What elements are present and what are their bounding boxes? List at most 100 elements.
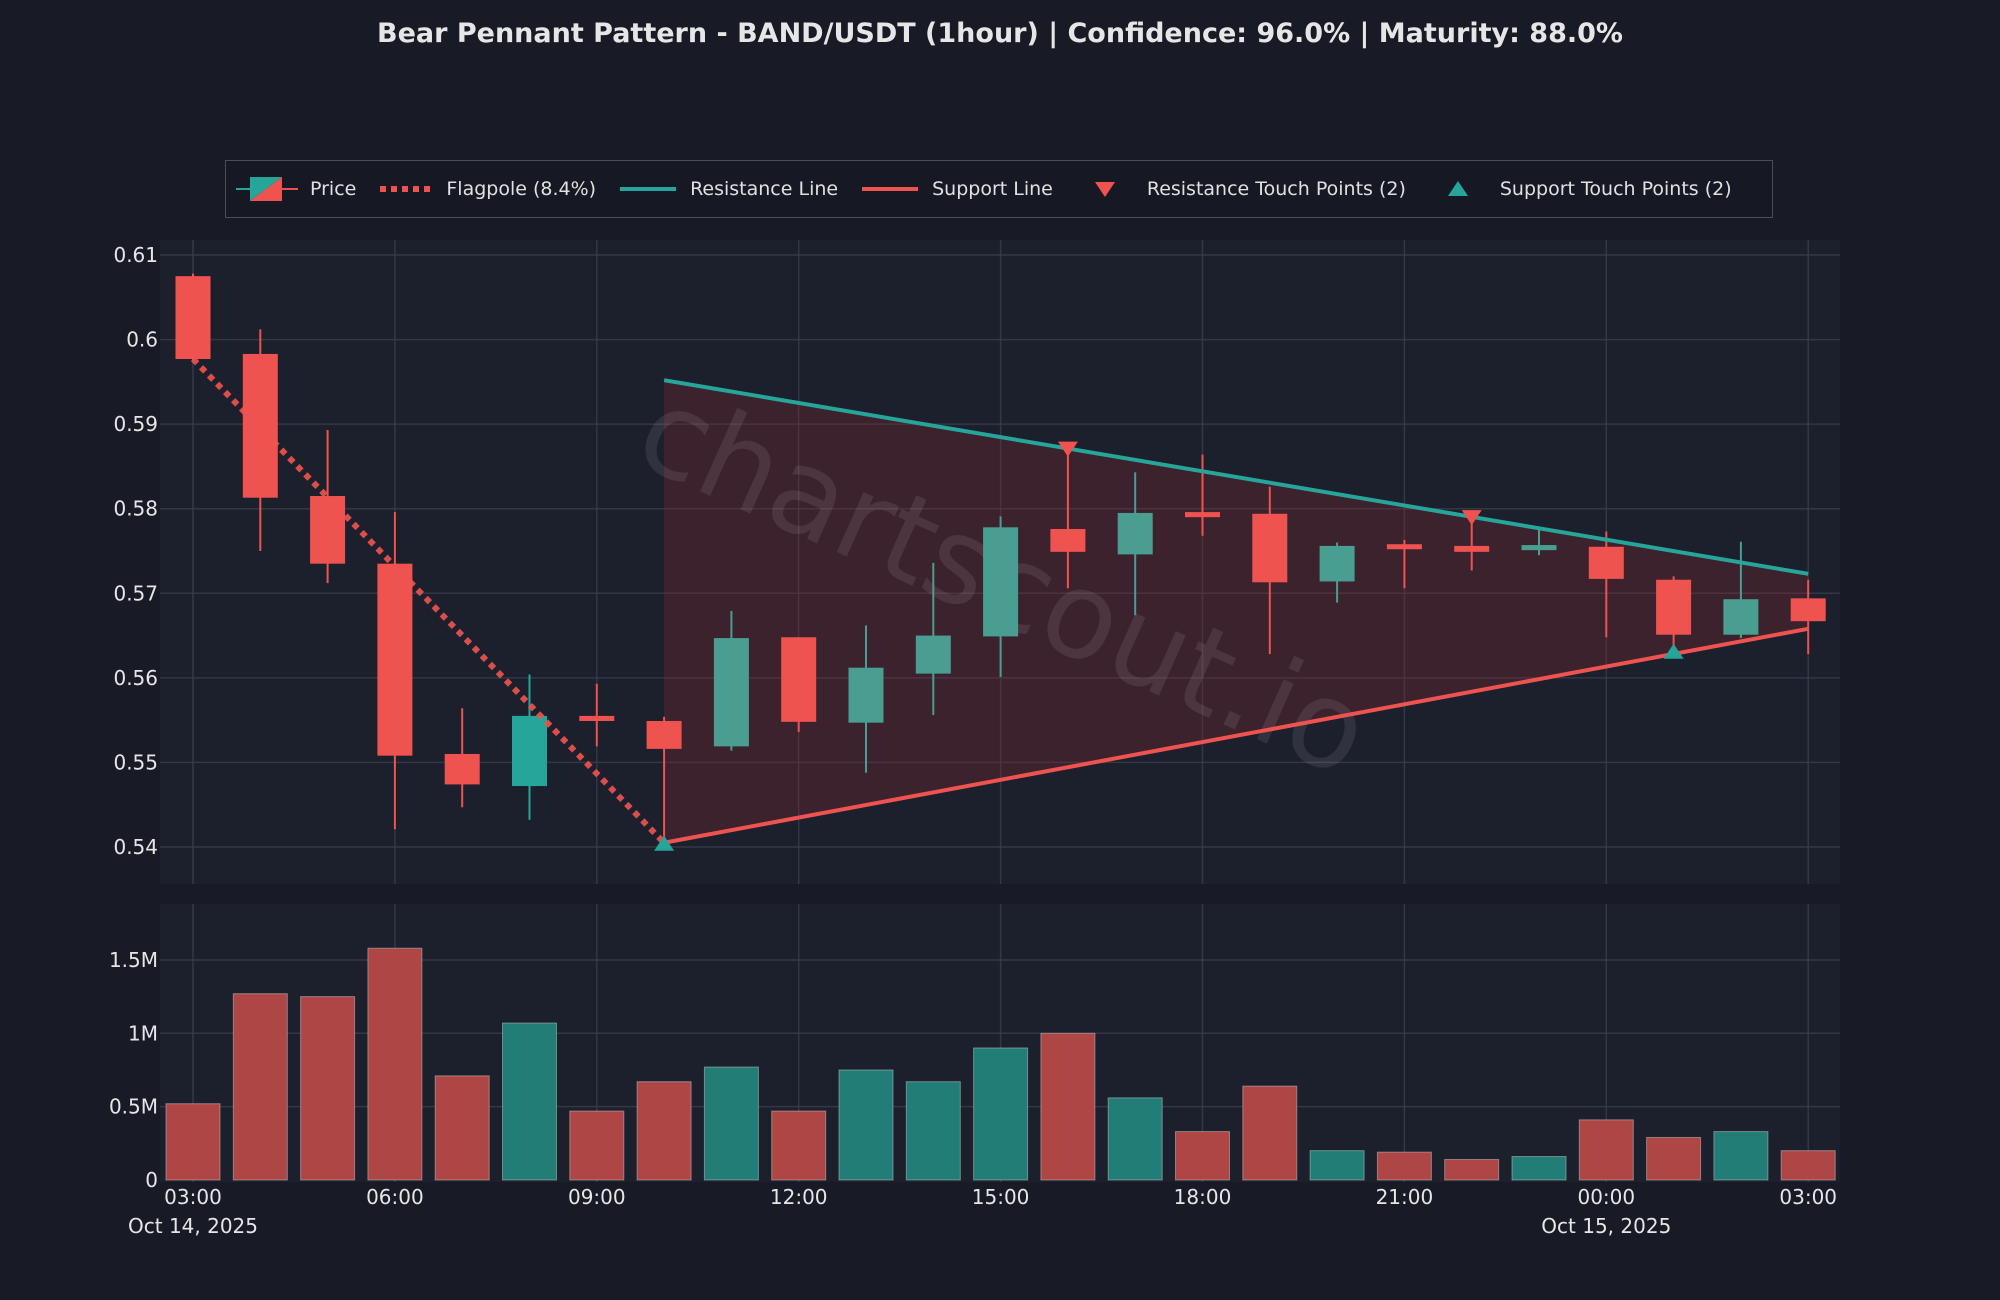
candle-body	[983, 527, 1019, 637]
price-axis-ticks: 0.54 0.55 0.56 0.57 0.58 0.59 0.6 0.61	[113, 243, 158, 859]
volume-bar	[1780, 1150, 1836, 1181]
resistance-line	[663, 378, 1809, 576]
volume-tick-label: 0	[145, 1168, 158, 1192]
volume-tick-label: 1.5M	[109, 948, 158, 972]
candle-body	[1319, 545, 1355, 582]
volume-bar	[300, 996, 356, 1181]
legend-item-support[interactable]: Support Line	[860, 174, 1053, 204]
volume-tick-label: 0.5M	[109, 1095, 158, 1119]
legend-item-resistance[interactable]: Resistance Line	[618, 174, 838, 204]
volume-grid	[160, 904, 1840, 1182]
up-triangle-icon	[1447, 181, 1468, 196]
volume-tick-label: 1M	[128, 1021, 158, 1045]
candle-body	[579, 715, 615, 721]
volume-bar	[1444, 1158, 1500, 1181]
volume-bars	[165, 947, 1836, 1181]
time-axis-ticks: 03:00 06:00 09:00 12:00 15:00 18:00 21:00 00:00…	[128, 1185, 1837, 1238]
candle-body	[1588, 546, 1624, 579]
candle-body	[175, 276, 211, 360]
time-tick-label: 03:00	[164, 1185, 222, 1209]
volume-bar	[905, 1081, 961, 1181]
price-tick-label: 0.59	[113, 412, 158, 436]
candle-body	[444, 753, 480, 785]
red-line-icon	[862, 187, 919, 191]
volume-bar	[1107, 1097, 1163, 1181]
candle-body	[1656, 579, 1692, 635]
resistance-touch-marker	[1461, 510, 1482, 526]
time-tick-label: 03:00	[1779, 1185, 1837, 1209]
watermark-text: chartscout.io	[618, 360, 1389, 805]
candle-body	[1723, 599, 1759, 635]
candle-body	[1386, 544, 1422, 550]
volume-bar	[1309, 1150, 1365, 1181]
volume-bar	[636, 1081, 692, 1181]
price-tick-label: 0.6	[126, 328, 158, 352]
candle-body	[1790, 598, 1826, 622]
volume-bar	[502, 1022, 557, 1181]
candle-body	[646, 720, 682, 749]
chart-title: Bear Pennant Pattern - BAND/USDT (1hour)…	[377, 18, 1623, 49]
candle-body	[512, 715, 547, 787]
volume-bar	[1242, 1085, 1298, 1181]
candle-body	[1454, 545, 1490, 552]
chart-legend: Price Flagpole (8.4%) Resistance Line Su…	[225, 160, 1773, 218]
touch-points	[654, 441, 1684, 851]
candle-body	[848, 667, 884, 723]
volume-bar	[973, 1047, 1029, 1181]
volume-panel	[160, 904, 1840, 1182]
candle-body	[1117, 512, 1153, 555]
volume-bar	[838, 1069, 894, 1181]
support-line	[663, 626, 1809, 845]
legend-label-support-touch: Support Touch Points (2)	[1499, 178, 1732, 200]
legend-label-price: Price	[310, 178, 357, 200]
volume-bar	[367, 947, 423, 1181]
date-label: Oct 14, 2025	[128, 1214, 258, 1238]
time-tick-label: 15:00	[972, 1185, 1030, 1209]
teal-line-icon	[620, 187, 677, 191]
candle-body	[915, 635, 951, 674]
volume-bar	[1040, 1032, 1096, 1181]
time-tick-label: 18:00	[1174, 1185, 1232, 1209]
time-tick-label: 00:00	[1577, 1185, 1635, 1209]
legend-item-support-touch[interactable]: Support Touch Points (2)	[1428, 174, 1732, 204]
volume-bar	[1376, 1151, 1432, 1181]
dotted-line-icon	[380, 186, 433, 192]
volume-bar	[434, 1075, 490, 1181]
legend-item-price[interactable]: Price	[236, 174, 356, 204]
candlestick-series	[175, 273, 1826, 843]
candlestick-icon	[236, 177, 298, 201]
support-touch-marker	[1663, 643, 1684, 659]
volume-bar	[1175, 1131, 1230, 1181]
resistance-touch-marker	[1057, 441, 1078, 457]
flagpole-line	[190, 356, 667, 845]
volume-bar	[232, 993, 288, 1181]
legend-label-resistance-touch: Resistance Touch Points (2)	[1146, 178, 1406, 200]
volume-bar	[703, 1066, 759, 1181]
support-touch-marker	[654, 835, 675, 851]
legend-label-resistance: Resistance Line	[690, 178, 839, 200]
volume-bar	[1646, 1136, 1702, 1181]
legend-label-flagpole: Flagpole (8.4%)	[446, 178, 597, 200]
legend-item-resistance-touch[interactable]: Resistance Touch Points (2)	[1075, 174, 1406, 204]
candle-body	[1521, 545, 1557, 551]
price-tick-label: 0.61	[113, 243, 158, 267]
price-panel	[160, 240, 1840, 884]
volume-bar	[1578, 1119, 1634, 1181]
time-tick-label: 09:00	[568, 1185, 626, 1209]
date-label: Oct 15, 2025	[1541, 1214, 1671, 1238]
volume-bar	[1713, 1131, 1769, 1181]
time-tick-label: 12:00	[770, 1185, 828, 1209]
time-tick-label: 21:00	[1376, 1185, 1434, 1209]
down-triangle-icon	[1094, 182, 1115, 197]
volume-bar	[1511, 1156, 1567, 1181]
candle-body	[781, 637, 817, 722]
candle-body	[713, 638, 749, 747]
candle-body	[242, 353, 278, 498]
legend-item-flagpole[interactable]: Flagpole (8.4%)	[378, 174, 596, 204]
price-grid	[160, 240, 1840, 884]
candle-body	[1252, 513, 1288, 583]
candle-body	[1050, 529, 1086, 552]
price-tick-label: 0.54	[113, 835, 158, 859]
price-tick-label: 0.55	[113, 750, 158, 774]
volume-bar	[569, 1110, 625, 1181]
